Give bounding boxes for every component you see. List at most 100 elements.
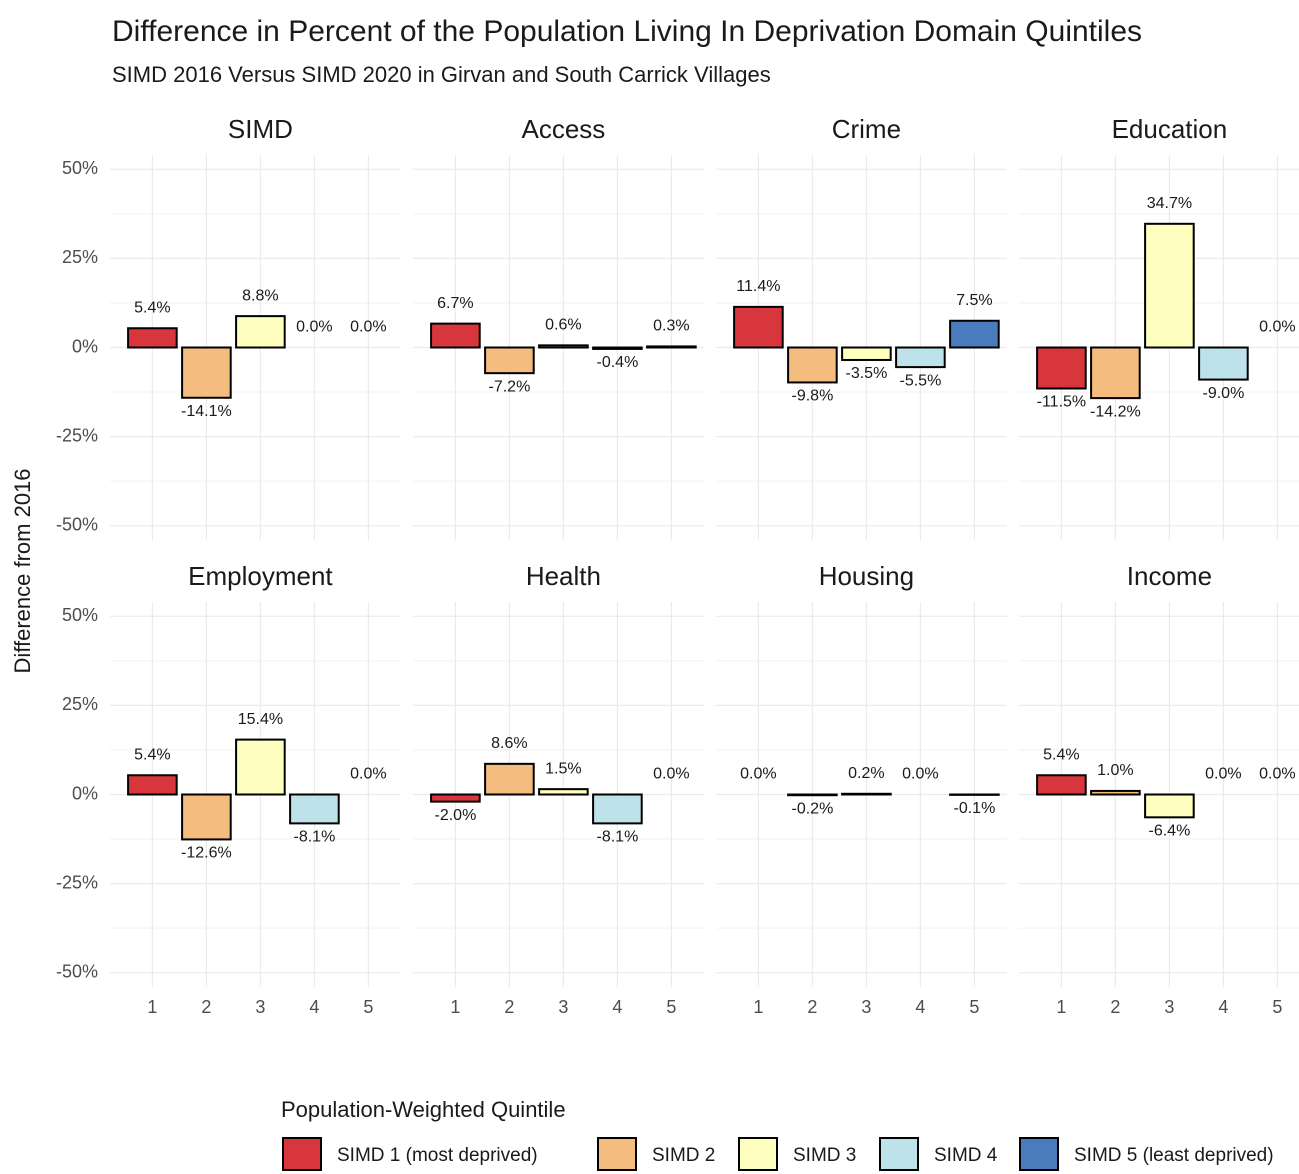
value-label: 5.4%: [134, 746, 170, 763]
value-label: -6.4%: [1149, 823, 1191, 840]
bar: [1198, 346, 1249, 381]
value-label: -14.1%: [181, 403, 232, 420]
bar: [1090, 789, 1141, 796]
value-label: -8.1%: [294, 829, 336, 846]
value-label: 1.5%: [545, 760, 581, 777]
facet-title: Income: [1127, 561, 1212, 591]
value-label: -2.0%: [435, 807, 477, 824]
bar: [484, 762, 535, 796]
x-tick-label: 2: [1110, 997, 1120, 1017]
legend-swatch: [282, 1137, 322, 1171]
x-tick-label: 3: [255, 997, 265, 1017]
legend-swatch: [879, 1137, 919, 1171]
value-label: -12.6%: [181, 845, 232, 862]
legend-swatch: [738, 1137, 778, 1171]
legend-label: SIMD 4: [934, 1145, 998, 1166]
legend-label: SIMD 3: [793, 1145, 856, 1166]
x-tick-label: 3: [558, 997, 568, 1017]
bar: [1036, 346, 1087, 390]
value-label: 0.2%: [848, 765, 884, 782]
y-tick-label: 25%: [62, 694, 98, 714]
bar: [592, 346, 643, 350]
facet-title: Employment: [188, 561, 333, 591]
x-tick-label: 4: [612, 997, 622, 1017]
value-label: -9.8%: [792, 388, 834, 405]
y-axis-label: Difference from 2016: [10, 468, 35, 673]
value-label: 0.0%: [296, 319, 332, 336]
value-label: -8.1%: [597, 829, 639, 846]
facet-title: Crime: [832, 114, 901, 144]
bar: [592, 793, 643, 825]
y-tick-label: -50%: [56, 514, 98, 534]
bar: [538, 788, 589, 796]
x-tick-label: 3: [861, 997, 871, 1017]
bar: [841, 792, 892, 796]
x-tick-label: 1: [450, 997, 460, 1017]
bar: [430, 793, 481, 803]
bar: [181, 346, 232, 399]
value-label: 0.0%: [902, 766, 938, 783]
bar: [787, 346, 838, 384]
legend-label: SIMD 2: [652, 1145, 715, 1166]
facet-title: Access: [521, 114, 605, 144]
facet-title: Health: [526, 561, 601, 591]
y-tick-label: 25%: [62, 247, 98, 267]
x-tick-label: 2: [807, 997, 817, 1017]
value-label: -7.2%: [489, 378, 531, 395]
bar: [538, 344, 589, 349]
legend-label: SIMD 5 (least deprived): [1074, 1145, 1274, 1166]
x-tick-label: 2: [504, 997, 514, 1017]
legend-title: Population-Weighted Quintile: [281, 1097, 566, 1122]
bar: [1144, 793, 1195, 819]
bar: [289, 793, 340, 825]
facet-title: Housing: [819, 561, 914, 591]
bar: [895, 346, 946, 369]
value-label: -3.5%: [846, 365, 888, 382]
x-tick-label: 3: [1164, 997, 1174, 1017]
value-label: 0.0%: [350, 319, 386, 336]
value-label: -0.4%: [597, 354, 639, 371]
value-label: -14.2%: [1090, 403, 1141, 420]
value-label: -0.1%: [954, 800, 996, 817]
bar: [484, 346, 535, 375]
bar: [1144, 222, 1195, 349]
x-tick-label: 2: [201, 997, 211, 1017]
legend-swatch: [597, 1137, 637, 1171]
x-tick-label: 4: [915, 997, 925, 1017]
bar: [430, 322, 481, 349]
value-label: 0.0%: [740, 766, 776, 783]
x-tick-label: 5: [666, 997, 676, 1017]
x-tick-label: 4: [1218, 997, 1228, 1017]
bar: [181, 793, 232, 841]
value-label: 8.6%: [491, 735, 527, 752]
value-label: 0.3%: [653, 318, 689, 335]
legend-label: SIMD 1 (most deprived): [337, 1145, 538, 1166]
y-tick-label: 50%: [62, 605, 98, 625]
value-label: 11.4%: [736, 278, 780, 295]
x-tick-label: 1: [1056, 997, 1066, 1017]
y-tick-label: 0%: [72, 783, 98, 803]
y-tick-label: 50%: [62, 158, 98, 178]
bar: [733, 305, 784, 349]
chart-subtitle: SIMD 2016 Versus SIMD 2020 in Girvan and…: [112, 62, 771, 87]
value-label: -0.2%: [792, 800, 834, 817]
value-label: 7.5%: [956, 292, 992, 309]
x-tick-label: 1: [753, 997, 763, 1017]
value-label: 0.0%: [653, 766, 689, 783]
bar: [127, 327, 178, 349]
facet-title: SIMD: [228, 114, 293, 144]
facet-title: Education: [1112, 114, 1228, 144]
x-tick-label: 5: [1272, 997, 1282, 1017]
value-label: -11.5%: [1037, 394, 1087, 411]
value-label: -9.0%: [1203, 385, 1245, 402]
value-label: -5.5%: [900, 372, 942, 389]
bar: [841, 346, 892, 361]
value-label: 0.0%: [1259, 766, 1295, 783]
chart-title: Difference in Percent of the Population …: [112, 15, 1142, 48]
y-tick-label: -25%: [56, 425, 98, 445]
value-label: 34.7%: [1147, 195, 1192, 212]
x-tick-label: 1: [147, 997, 157, 1017]
value-label: 5.4%: [1043, 746, 1079, 763]
value-label: 1.0%: [1097, 762, 1133, 779]
